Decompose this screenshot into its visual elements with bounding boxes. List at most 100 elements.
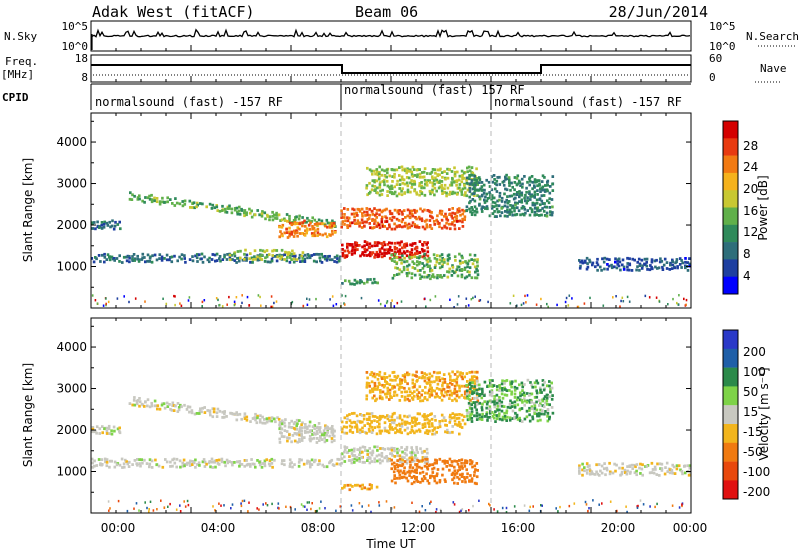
heatmap-cell <box>502 183 506 187</box>
heatmap-cell <box>535 391 539 395</box>
heatmap-cell <box>353 251 356 255</box>
heatmap-cell <box>420 219 424 223</box>
heatmap-cell <box>435 258 439 261</box>
heatmap-cell <box>686 261 690 264</box>
heatmap-cell <box>521 389 524 392</box>
heatmap-cell <box>435 461 438 465</box>
heatmap-cell <box>536 193 539 196</box>
heatmap-cell <box>543 214 547 217</box>
heatmap-cell <box>280 431 283 435</box>
heatmap-cell <box>160 255 164 259</box>
power-tick-12: 12 <box>743 225 758 239</box>
heatmap-cell <box>351 207 354 211</box>
heatmap-cell <box>431 181 434 185</box>
heatmap-cell <box>106 253 110 257</box>
heatmap-cell <box>300 439 304 442</box>
scatter-cell <box>639 499 642 502</box>
heatmap-cell <box>398 187 401 190</box>
heatmap-cell <box>359 421 362 424</box>
velocity-colorbar-swatches <box>723 330 738 500</box>
heatmap-cell <box>483 394 486 397</box>
heatmap-cell <box>400 258 404 262</box>
heatmap-cell <box>433 266 437 269</box>
heatmap-cell <box>492 384 496 387</box>
heatmap-cell <box>191 463 194 466</box>
heatmap-cell <box>520 420 524 423</box>
heatmap-cell <box>503 379 507 383</box>
heatmap-cell <box>328 427 331 431</box>
heatmap-cell <box>114 220 117 224</box>
heatmap-cell <box>448 213 451 216</box>
heatmap-cell <box>544 401 547 405</box>
heatmap-cell <box>538 183 541 187</box>
heatmap-cell <box>346 224 349 227</box>
heatmap-cell <box>390 426 394 429</box>
heatmap-cell <box>548 380 551 383</box>
heatmap-cell <box>520 398 524 402</box>
heatmap-cell <box>400 220 404 224</box>
scatter-cell <box>265 502 267 505</box>
heatmap-cell <box>455 381 459 384</box>
scatter-cell <box>148 510 150 513</box>
heatmap-cell <box>393 391 396 394</box>
scatter-cell <box>585 503 588 506</box>
heatmap-cell <box>433 389 436 393</box>
heatmap-cell <box>295 432 299 436</box>
heatmap-cell <box>463 218 466 221</box>
heatmap-cell <box>635 469 638 473</box>
heatmap-cell <box>425 263 429 267</box>
heatmap-cell <box>173 204 177 207</box>
heatmap-cell <box>628 472 632 475</box>
heatmap-cell <box>477 188 481 192</box>
heatmap-cell <box>91 461 94 465</box>
heatmap-cell <box>583 466 586 469</box>
heatmap-cell <box>422 170 426 174</box>
heatmap-cell <box>333 224 336 228</box>
heatmap-cell <box>378 171 381 174</box>
heatmap-cell <box>293 439 297 443</box>
heatmap-cell <box>331 433 335 437</box>
heatmap-cell <box>125 460 128 464</box>
heatmap-cell <box>406 432 410 436</box>
scatter-cell <box>377 299 380 302</box>
heatmap-cell <box>579 260 582 264</box>
heatmap-cell <box>293 463 296 466</box>
scatter-cell <box>522 302 525 305</box>
heatmap-cell <box>292 257 296 261</box>
scatter-cell <box>277 506 279 510</box>
heatmap-cell <box>350 452 354 455</box>
heatmap-cell <box>317 422 321 425</box>
power-tick-16: 16 <box>743 204 758 218</box>
heatmap-cell <box>540 213 543 217</box>
heatmap-cell <box>160 257 164 261</box>
heatmap-cell <box>409 181 412 185</box>
heatmap-cell <box>401 246 404 250</box>
heatmap-cell <box>442 387 446 391</box>
heatmap-cell <box>434 418 437 422</box>
heatmap-cell <box>436 394 439 398</box>
heatmap-cell <box>351 221 354 225</box>
heatmap-cell <box>390 448 394 452</box>
heatmap-cell <box>228 460 231 463</box>
heatmap-cell <box>414 463 417 466</box>
heatmap-cell <box>489 381 492 385</box>
heatmap-cell <box>521 400 524 404</box>
heatmap-cell <box>504 175 507 179</box>
heatmap-cell <box>350 412 354 415</box>
nave-tick-top: 60 <box>709 52 722 65</box>
heatmap-cell <box>426 398 429 402</box>
heatmap-cell <box>369 254 372 258</box>
heatmap-cell <box>348 455 351 458</box>
heatmap-cell <box>528 400 532 404</box>
heatmap-cell <box>405 254 409 258</box>
heatmap-cell <box>519 213 522 217</box>
heatmap-cell <box>364 449 367 452</box>
heatmap-cell <box>410 173 414 177</box>
heatmap-cell <box>427 481 431 485</box>
heatmap-cell <box>655 473 659 476</box>
heatmap-cell <box>356 427 359 431</box>
heatmap-cell <box>457 265 461 269</box>
heatmap-cell <box>407 263 411 267</box>
heatmap-cell <box>468 270 471 274</box>
